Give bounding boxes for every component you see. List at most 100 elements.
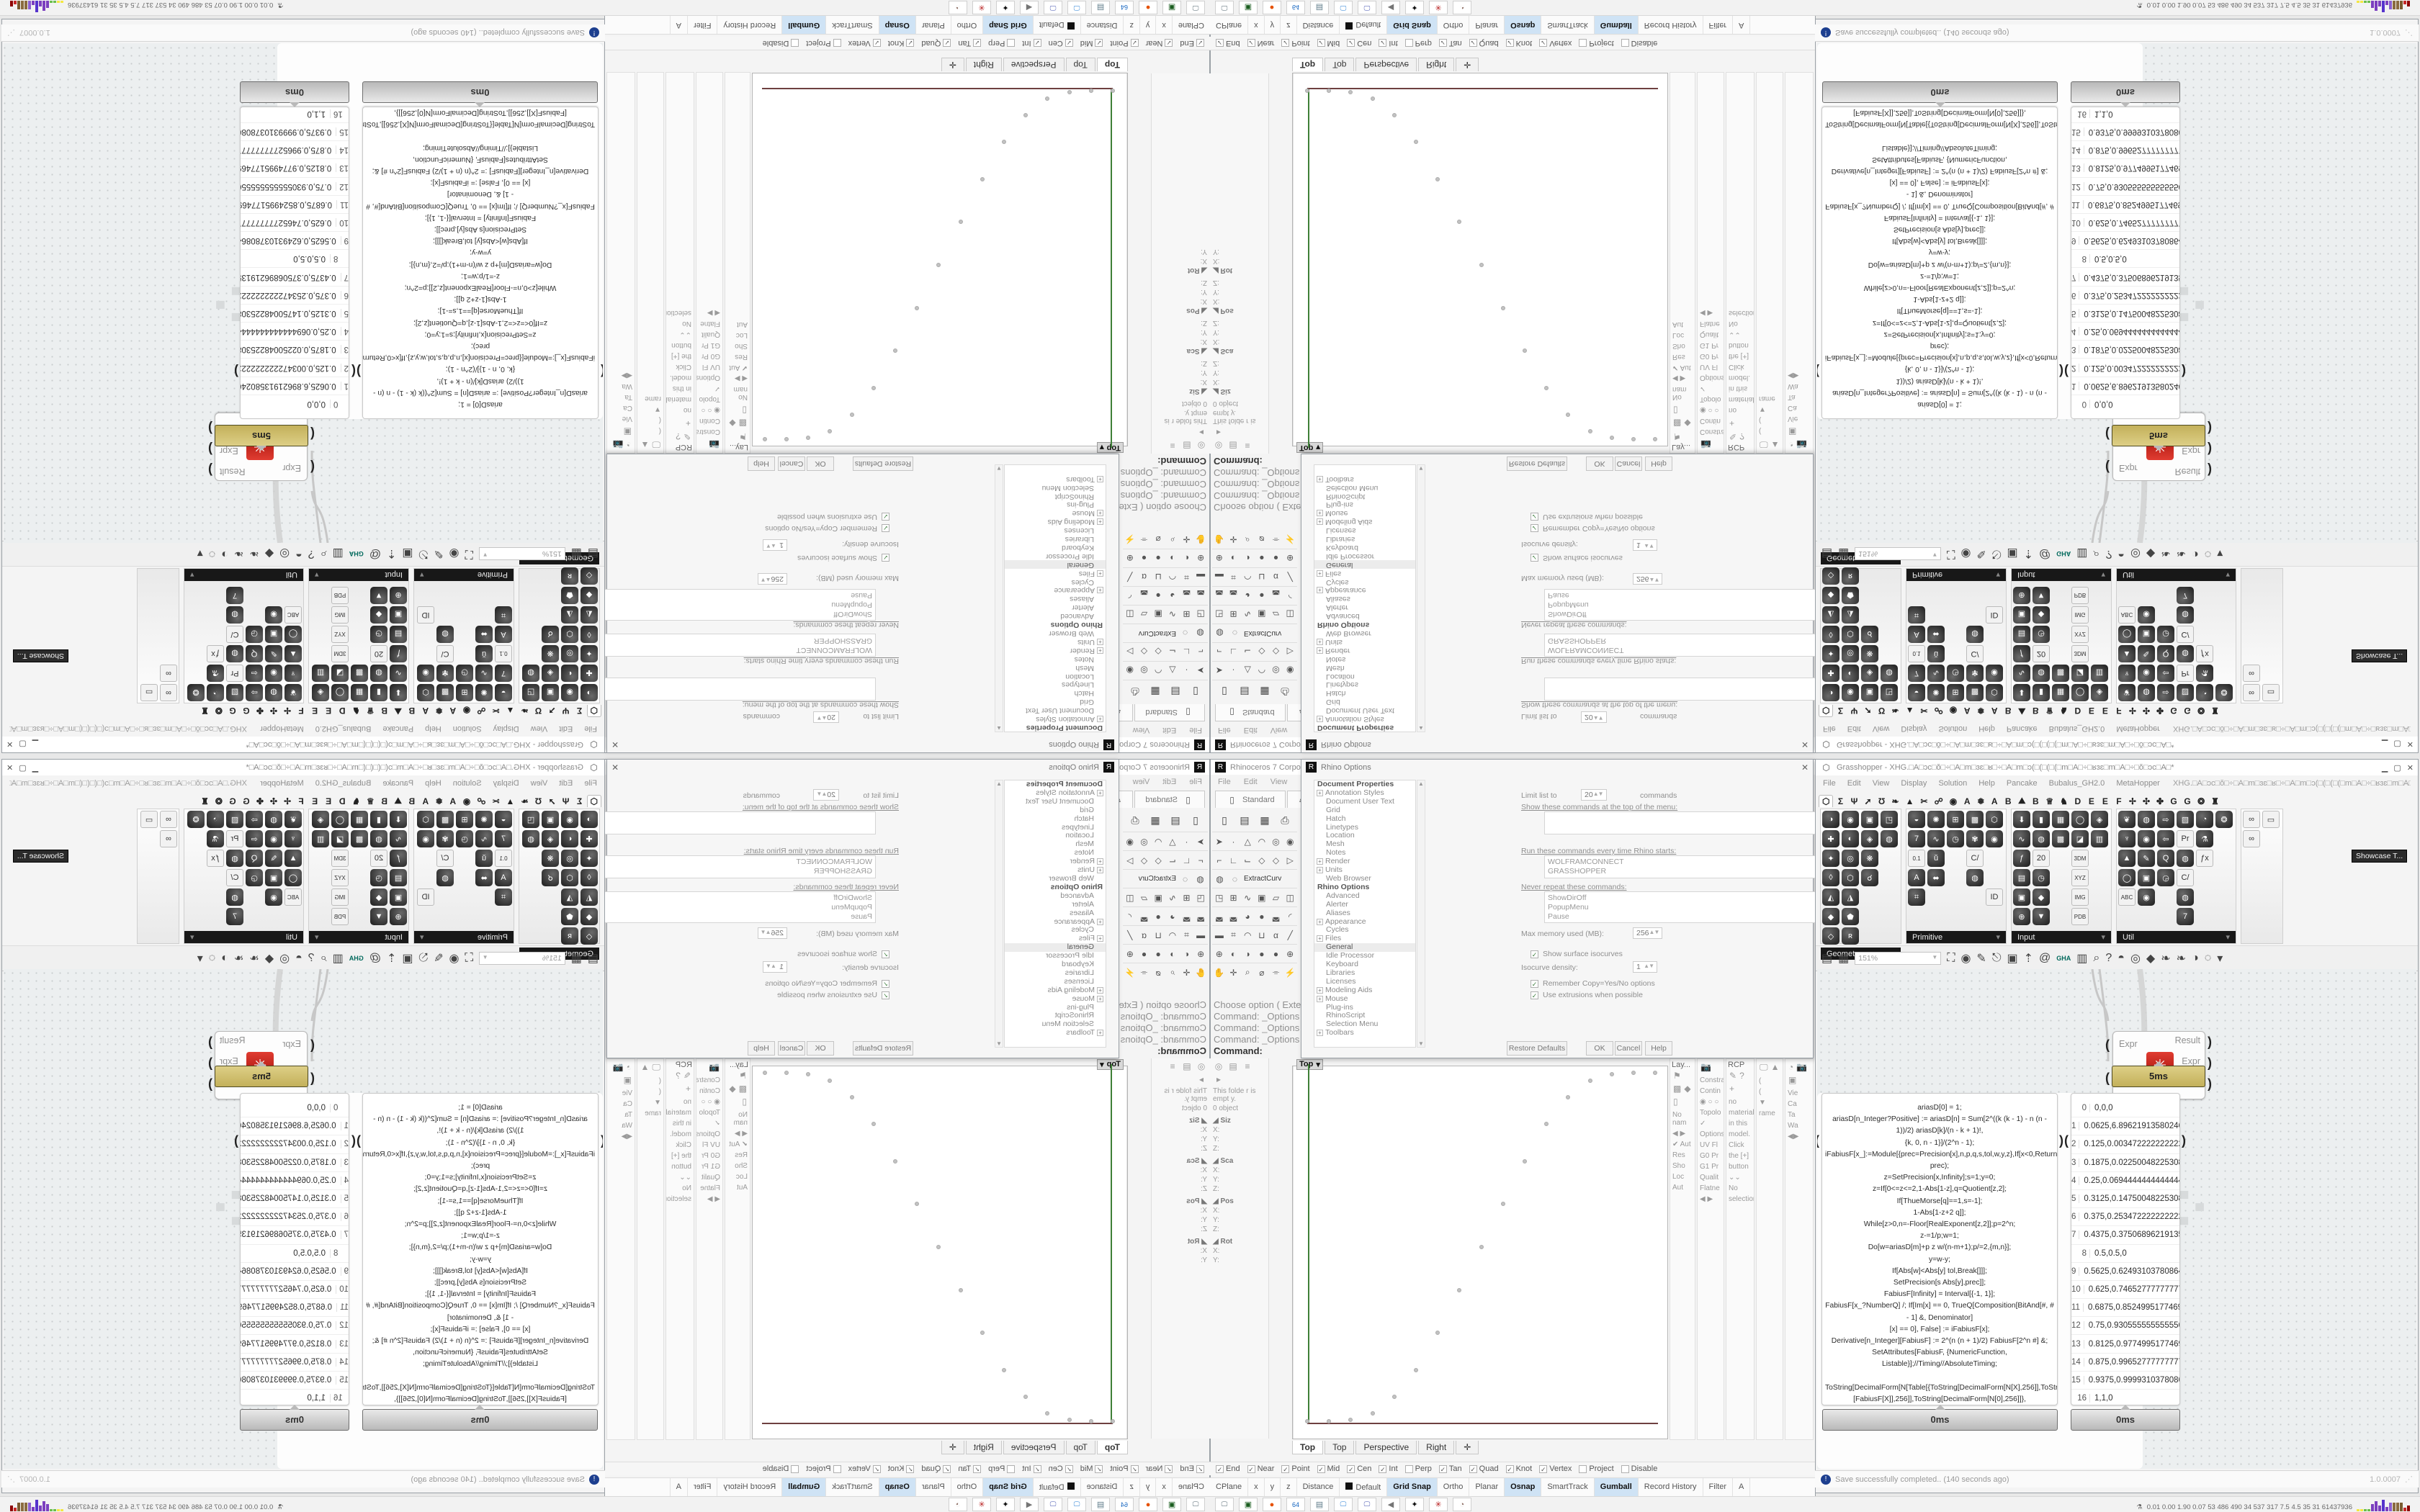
component-icon[interactable]: ✚	[581, 665, 598, 682]
gh-tab-11[interactable]: ❅	[435, 706, 443, 716]
gh-tab-14[interactable]: ⛰	[2018, 796, 2026, 806]
display2-icon[interactable]: 🖵	[1044, 1498, 1062, 1511]
gh-tab-9[interactable]: ◉	[462, 796, 471, 806]
tree-expander-icon[interactable]: +	[1317, 587, 1323, 594]
osnap-point[interactable]: ✓ Point	[1281, 1464, 1310, 1473]
checkbox-checked-icon[interactable]: ✓	[973, 1464, 982, 1473]
gh-tab-5[interactable]: ❧	[521, 706, 529, 716]
close-icon[interactable]: ✕	[6, 739, 14, 749]
code-panel[interactable]: ( ) ariasD[0] = 1;ariasD[n_Integer?Posit…	[357, 1093, 603, 1405]
tree-scrollbar[interactable]: ▲ ▼	[995, 464, 1003, 732]
gh-tab-4[interactable]: Ʊ	[1878, 706, 1886, 716]
lasso-icon[interactable]: ◌	[2204, 952, 2212, 964]
component-icon[interactable]: PDB	[331, 587, 349, 604]
floppy64-icon[interactable]: 64	[1286, 1498, 1305, 1511]
component-icon[interactable]: ◍	[1966, 869, 1984, 886]
osnap-mid[interactable]: ✓ Mid	[1317, 1464, 1340, 1473]
tool-icon[interactable]: α	[1273, 930, 1278, 940]
panel-icon[interactable]: 🖵	[1760, 440, 1768, 450]
panel-grip[interactable]: )	[234, 364, 238, 379]
checkbox-checked-icon[interactable]: ✓	[1438, 1464, 1447, 1473]
component-icon[interactable]: ⊕	[2013, 908, 2030, 925]
green-app-icon[interactable]: ▣	[1239, 1, 1258, 14]
component-icon[interactable]: ◍	[370, 830, 387, 847]
fabius-point-16[interactable]	[762, 1071, 767, 1075]
tool-icon[interactable]: ⊕	[1286, 948, 1294, 959]
component-icon[interactable]: ◑	[1822, 684, 1839, 701]
resize-grip-icon[interactable]: ⋰	[2405, 1475, 2413, 1484]
restore-defaults-button[interactable]: Restore Defaults	[1507, 1041, 1567, 1056]
leaf-green-icon[interactable]: ❧	[2176, 953, 2187, 965]
ok-button[interactable]: OK	[807, 456, 834, 471]
gh-menu-display[interactable]: Display	[493, 724, 519, 733]
tree-item-web-browser[interactable]: Web Browser	[1326, 873, 1371, 883]
density-spinner[interactable]: 1 ▲▼	[1633, 539, 1657, 551]
resize-grip-icon[interactable]: ⋰	[7, 28, 15, 37]
checkbox-checked-icon[interactable]: ✓	[1095, 39, 1103, 48]
overflow-icon[interactable]: ▾	[2217, 547, 2223, 559]
panel-grip[interactable]: )	[2059, 364, 2063, 379]
component-icon[interactable]: ▥	[312, 830, 329, 847]
component-icon[interactable]: ◈	[542, 665, 559, 682]
component-icon[interactable]: ABC	[2118, 606, 2136, 624]
component-icon[interactable]: ◑	[1822, 811, 1839, 828]
component-icon[interactable]: ⇦	[246, 665, 263, 682]
osnap-int[interactable]: ✓ Int	[1022, 1464, 1041, 1473]
component-icon[interactable]: C/	[226, 626, 243, 643]
gh-tab-15[interactable]: B	[2033, 796, 2039, 806]
tree-scrollbar[interactable]: ▲ ▼	[1417, 780, 1425, 1048]
tree-expander-icon[interactable]: +	[1097, 647, 1103, 654]
tree-item-advanced[interactable]: Advanced	[1326, 891, 1360, 900]
gh-tab-24[interactable]: ✤	[2156, 706, 2164, 716]
gh-tab-4[interactable]: Ʊ	[534, 796, 542, 806]
remember-copy-checkbox[interactable]: ✓ Remember Copy=Yes/No options	[1531, 524, 1655, 533]
gh-tab-12[interactable]: A	[1991, 796, 1998, 806]
input-grip[interactable]: (	[2105, 460, 2110, 474]
extrusions-checkbox[interactable]: ✓ Use extrusions when possible	[1531, 991, 1643, 999]
component-icon[interactable]: ⬡	[1986, 684, 2003, 701]
component-icon[interactable]: ⬌	[1927, 626, 1945, 643]
component-icon[interactable]: 0.1	[495, 850, 512, 867]
component-icon[interactable]: ◉	[1986, 665, 2003, 682]
max-memory-spinner[interactable]: 256 ▲▼	[1633, 927, 1663, 939]
mathematica-task-icon[interactable]: ✳	[972, 1498, 991, 1511]
component-icon[interactable]: ŭ	[475, 850, 493, 867]
component-icon[interactable]: ʀ	[561, 927, 578, 945]
palette-footer-util[interactable]: Util ▾	[2117, 931, 2236, 943]
panel-icon[interactable]: ▲	[640, 1062, 650, 1072]
osnap-cen[interactable]: ✓ Cen	[1048, 1464, 1073, 1473]
palette-footer-input[interactable]: Input ▾	[309, 931, 408, 943]
component-icon[interactable]: ◔	[207, 684, 224, 701]
component-icon[interactable]: ◎	[1842, 850, 1859, 867]
rhino-task-icon[interactable]: ✦	[996, 1, 1015, 14]
osnap-int[interactable]: ✓ Int	[1379, 1464, 1398, 1473]
viewport-tab-top[interactable]: Top	[1096, 58, 1128, 71]
tool-icon[interactable]: ⌗	[1231, 930, 1236, 940]
preview-eye-icon[interactable]: ◉	[1960, 953, 1971, 965]
gh-menu-solution[interactable]: Solution	[452, 724, 482, 733]
tree-item-libraries[interactable]: Libraries	[1326, 535, 1355, 544]
gh-titlebar[interactable]: ⬡ Grasshopper - XHG.□A□ɔc□ŏ□÷□A□m□ɜɛ□ʁ□÷…	[2, 760, 604, 775]
input-grip[interactable]: (	[2105, 1038, 2110, 1052]
fabius-point-8[interactable]	[936, 1245, 941, 1249]
component-icon[interactable]: A	[495, 869, 512, 886]
status-default[interactable]: Default	[1340, 16, 1388, 34]
fabius-point-7[interactable]	[958, 1288, 963, 1293]
menu-edit[interactable]: Edit	[1243, 778, 1258, 786]
panel-icon[interactable]: 🖵	[1760, 1062, 1768, 1072]
component-icon[interactable]: ▩	[2052, 665, 2069, 682]
component-icon[interactable]: ❂	[2215, 811, 2233, 828]
browser-icon[interactable]: ▥	[332, 953, 344, 965]
component-icon[interactable]: ◍	[2177, 645, 2194, 662]
component-icon[interactable]: C/	[226, 869, 243, 886]
floppy64-icon[interactable]: 64	[1115, 1498, 1134, 1511]
fabius-point-4[interactable]	[1023, 112, 1028, 117]
rhino-task-icon[interactable]: ✦	[1405, 1, 1424, 14]
tree-item-general[interactable]: General	[1314, 559, 1415, 570]
tool-icon[interactable]: ⊔	[1258, 930, 1265, 940]
tree-item-mouse[interactable]: +Mouse	[1005, 994, 1106, 1004]
component-icon[interactable]: ⇦	[2157, 665, 2174, 682]
fabius-point-13[interactable]	[828, 1078, 833, 1083]
osnap-project[interactable]: Project	[1579, 1464, 1614, 1473]
component-icon[interactable]: ◐	[1842, 665, 1859, 682]
